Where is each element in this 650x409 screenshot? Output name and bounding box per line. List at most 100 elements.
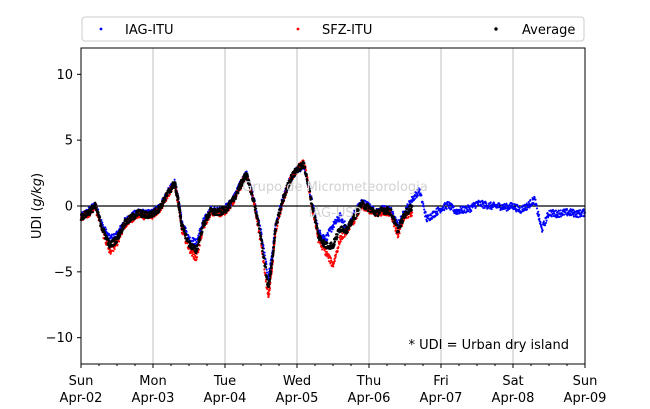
data-point [98, 216, 102, 219]
data-point [498, 203, 501, 206]
data-point [392, 212, 395, 215]
data-point [538, 213, 541, 216]
data-point [579, 209, 582, 212]
data-point [302, 161, 306, 165]
data-point [315, 224, 319, 228]
data-point [337, 220, 341, 223]
data-point [200, 236, 203, 240]
data-point [197, 243, 200, 246]
data-point [121, 223, 124, 227]
data-point [556, 210, 559, 214]
data-point [565, 208, 569, 211]
data-point [542, 220, 545, 223]
data-point [430, 214, 433, 217]
data-point [192, 250, 195, 254]
data-point [507, 204, 510, 207]
data-point [176, 197, 180, 201]
data-point [265, 275, 268, 279]
x-tick-date-label: Apr-04 [204, 391, 247, 406]
data-point [178, 205, 181, 209]
data-point [192, 255, 195, 259]
data-point [154, 207, 157, 210]
x-tick-day-label: Mon [139, 374, 166, 389]
data-point [455, 212, 458, 215]
data-point [221, 212, 225, 216]
data-point [258, 231, 262, 234]
data-point [338, 236, 341, 239]
data-point [164, 198, 167, 201]
data-point [523, 205, 526, 208]
data-point [351, 219, 354, 223]
legend-marker-average [494, 27, 498, 31]
data-point [331, 224, 335, 227]
data-point [532, 201, 535, 204]
data-point [105, 228, 108, 231]
data-point [287, 184, 291, 187]
data-point [273, 236, 277, 240]
data-point [368, 203, 371, 206]
data-point [333, 240, 337, 244]
data-point [338, 243, 341, 246]
data-point [397, 235, 400, 238]
x-tick-day-label: Fri [433, 374, 449, 389]
data-point [246, 175, 250, 178]
data-point [206, 218, 209, 222]
data-point [268, 277, 272, 281]
data-point [204, 222, 207, 225]
data-point [325, 250, 329, 253]
data-point [511, 202, 514, 205]
data-point [329, 257, 332, 260]
data-point [340, 214, 343, 217]
data-point [358, 208, 361, 212]
data-point [287, 186, 290, 189]
data-point [346, 230, 349, 234]
data-point [273, 238, 276, 242]
data-point [415, 192, 419, 195]
data-point [138, 216, 141, 219]
data-point [367, 209, 370, 213]
legend: IAG-ITU SFZ-ITU Average [81, 16, 585, 42]
data-point [524, 206, 527, 209]
y-tick-label: −10 [46, 331, 73, 346]
x-tick-day-label: Tue [213, 374, 236, 389]
data-point [118, 240, 121, 243]
data-point [94, 203, 98, 206]
data-point [252, 197, 256, 200]
data-point [175, 191, 178, 194]
data-point [234, 195, 238, 198]
data-point [113, 240, 116, 243]
data-point [218, 207, 222, 210]
data-point [424, 211, 427, 214]
data-point [266, 288, 269, 291]
data-point [267, 295, 270, 298]
data-point [118, 234, 122, 237]
data-point [562, 213, 566, 216]
data-point [415, 196, 418, 199]
data-point [297, 167, 300, 170]
data-point [262, 244, 265, 247]
data-point [481, 199, 484, 202]
data-point [331, 228, 334, 231]
data-point [248, 183, 252, 187]
x-tick-day-label: Wed [283, 374, 311, 389]
data-point [272, 241, 276, 245]
data-point [418, 188, 422, 191]
data-point [393, 219, 397, 222]
data-point [386, 206, 389, 209]
data-point [541, 229, 544, 232]
data-point [329, 241, 333, 244]
data-point [163, 200, 166, 204]
data-point [544, 224, 547, 227]
data-point [109, 252, 112, 255]
data-point [267, 291, 270, 294]
data-point [185, 230, 188, 233]
data-point [328, 229, 332, 232]
data-point [239, 187, 242, 190]
data-point [242, 179, 245, 183]
data-point [191, 253, 194, 256]
data-point [561, 212, 564, 215]
data-point [120, 230, 124, 233]
data-point [265, 260, 268, 263]
data-point [196, 247, 199, 250]
